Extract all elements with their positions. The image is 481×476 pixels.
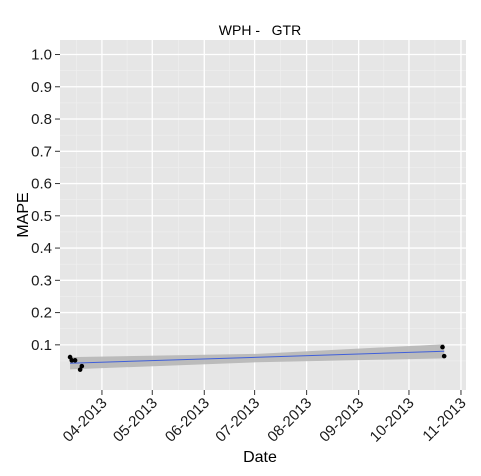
chart-title: WPH - GTR (219, 22, 301, 38)
y-axis-title: MAPE (15, 192, 32, 237)
y-axis: 0.1 0.2 0.3 0.4 0.5 0.6 0.7 0.8 0.9 1.0 (31, 47, 60, 354)
y-tick-label: 0.4 (31, 240, 52, 257)
minor-gridlines (60, 40, 466, 390)
trend-line (70, 350, 445, 364)
y-tick-label: 1.0 (31, 47, 52, 64)
data-points (67, 344, 447, 372)
y-tick-label: 0.3 (31, 272, 52, 289)
y-tick-label: 0.8 (31, 111, 52, 128)
trend-line-layer (70, 350, 445, 364)
y-tick-label: 0.2 (31, 305, 52, 322)
y-tick-label: 0.6 (31, 176, 52, 193)
data-point (77, 367, 83, 372)
data-point (69, 358, 75, 363)
y-tick-label: 0.5 (31, 208, 52, 225)
y-tick-label: 0.7 (31, 143, 52, 160)
major-gridlines (60, 40, 466, 390)
y-tick-label: 0.1 (31, 337, 52, 354)
y-tick-label: 0.9 (31, 79, 52, 96)
data-point (441, 353, 447, 359)
x-axis-title: Date (243, 449, 277, 466)
data-point (79, 363, 85, 369)
plot-panel (60, 40, 466, 390)
data-point (72, 358, 78, 363)
data-point (440, 344, 445, 350)
